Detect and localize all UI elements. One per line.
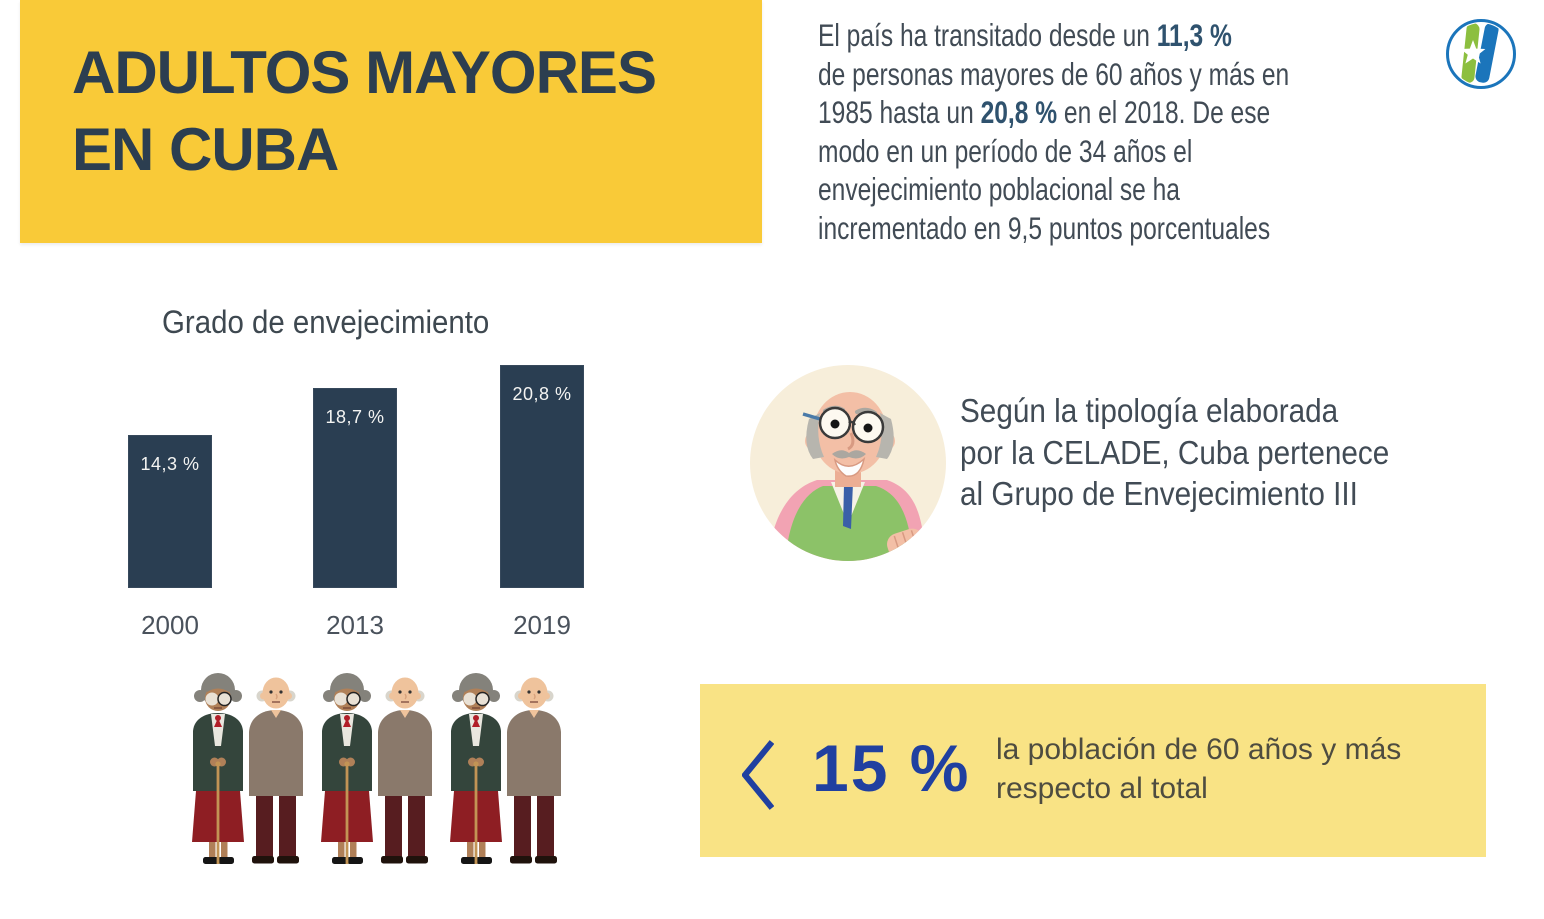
elderly-man-illustration bbox=[750, 365, 946, 561]
threshold-highlight-box: 15 % la población de 60 años y más respe… bbox=[700, 684, 1486, 857]
x-tick-2013: 2013 bbox=[326, 610, 384, 640]
header-banner: ADULTOS MAYORES EN CUBA bbox=[20, 0, 762, 243]
threshold-value: 15 % bbox=[812, 731, 971, 805]
highlighted-statistic: 11,3 % bbox=[1156, 17, 1232, 53]
x-tick-2019: 2019 bbox=[513, 610, 571, 640]
threshold-caption: la población de 60 años y más respecto a… bbox=[996, 733, 1402, 805]
intro-text-segment: en el 2018. De ese modo en un período de… bbox=[818, 94, 1271, 246]
bar-value-label: 20,8 % bbox=[512, 384, 572, 404]
highlighted-statistic: 20,8 % bbox=[980, 94, 1058, 130]
bar-2000: 14,3 % bbox=[128, 435, 212, 588]
less-than-icon bbox=[742, 740, 774, 810]
bar-value-label: 14,3 % bbox=[140, 454, 200, 474]
onei-logo-icon bbox=[1443, 16, 1519, 92]
celade-typology-text: Según la tipología elaborada por la CELA… bbox=[960, 392, 1390, 512]
intro-text-segment: El país ha transitado desde un bbox=[818, 17, 1157, 53]
elderly-man-avatar bbox=[747, 361, 949, 568]
elderly-crowd-illustration bbox=[166, 662, 598, 874]
intro-text-segment: de personas mayores de 60 años y más en … bbox=[818, 55, 1290, 131]
onei-logo-graphic bbox=[1446, 19, 1516, 89]
chart-title: Grado de envejecimiento bbox=[162, 304, 490, 340]
bar-value-label: 18,7 % bbox=[325, 407, 385, 427]
aging-degree-bar-chart: Grado de envejecimiento 14,3 % 2000 18,7 %… bbox=[128, 304, 598, 649]
intro-paragraph: El país ha transitado desde un 11,3 % de… bbox=[818, 16, 1380, 247]
page-title: ADULTOS MAYORES EN CUBA bbox=[72, 39, 657, 183]
bar-2013: 18,7 % bbox=[313, 388, 397, 588]
x-tick-2000: 2000 bbox=[141, 610, 199, 640]
bar-2019: 20,8 % bbox=[500, 365, 584, 588]
elderly-couples-graphic bbox=[191, 672, 562, 865]
